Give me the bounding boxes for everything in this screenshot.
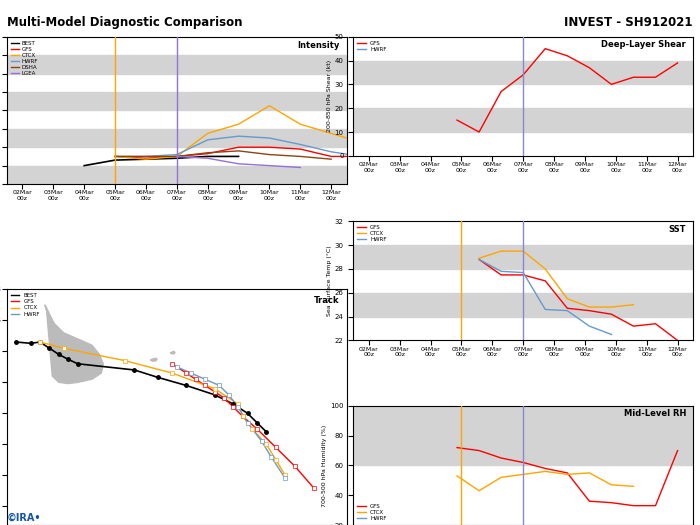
Legend: GFS, HWRF: GFS, HWRF [356,39,388,53]
Text: INVEST - SH912021: INVEST - SH912021 [564,16,693,29]
Text: Track: Track [314,297,340,306]
Text: Deep-Layer Shear: Deep-Layer Shear [601,40,686,49]
Bar [354,436,693,466]
Y-axis label: Sea Surface Temp (°C): Sea Surface Temp (°C) [327,246,332,316]
Text: Intensity: Intensity [298,41,340,50]
Polygon shape [170,351,175,354]
Legend: GFS, CTCX, HWRF: GFS, CTCX, HWRF [356,224,388,244]
Legend: GFS, CTCX, HWRF: GFS, CTCX, HWRF [356,503,388,522]
Polygon shape [45,305,103,384]
Bar [354,108,693,132]
Bar [354,245,693,269]
Bar [7,129,346,147]
Bar [7,92,346,110]
Text: SST: SST [668,225,686,234]
Text: ©IRA•: ©IRA• [7,512,41,522]
Y-axis label: 700-500 hPa Humidity (%): 700-500 hPa Humidity (%) [323,424,328,507]
Text: Multi-Model Diagnostic Comparison: Multi-Model Diagnostic Comparison [7,16,242,29]
Legend: BEST, GFS, CTCX, HWRF, DSHA, LGEA: BEST, GFS, CTCX, HWRF, DSHA, LGEA [10,39,39,77]
Bar [7,55,346,74]
Bar [354,293,693,317]
Bar [354,406,693,436]
Polygon shape [150,358,157,361]
Bar [7,165,346,184]
Bar [354,60,693,85]
Y-axis label: 200-850 hPa Shear (kt): 200-850 hPa Shear (kt) [327,60,332,132]
Text: Mid-Level RH: Mid-Level RH [624,410,686,418]
Legend: BEST, GFS, CTCX, HWRF: BEST, GFS, CTCX, HWRF [10,292,41,318]
